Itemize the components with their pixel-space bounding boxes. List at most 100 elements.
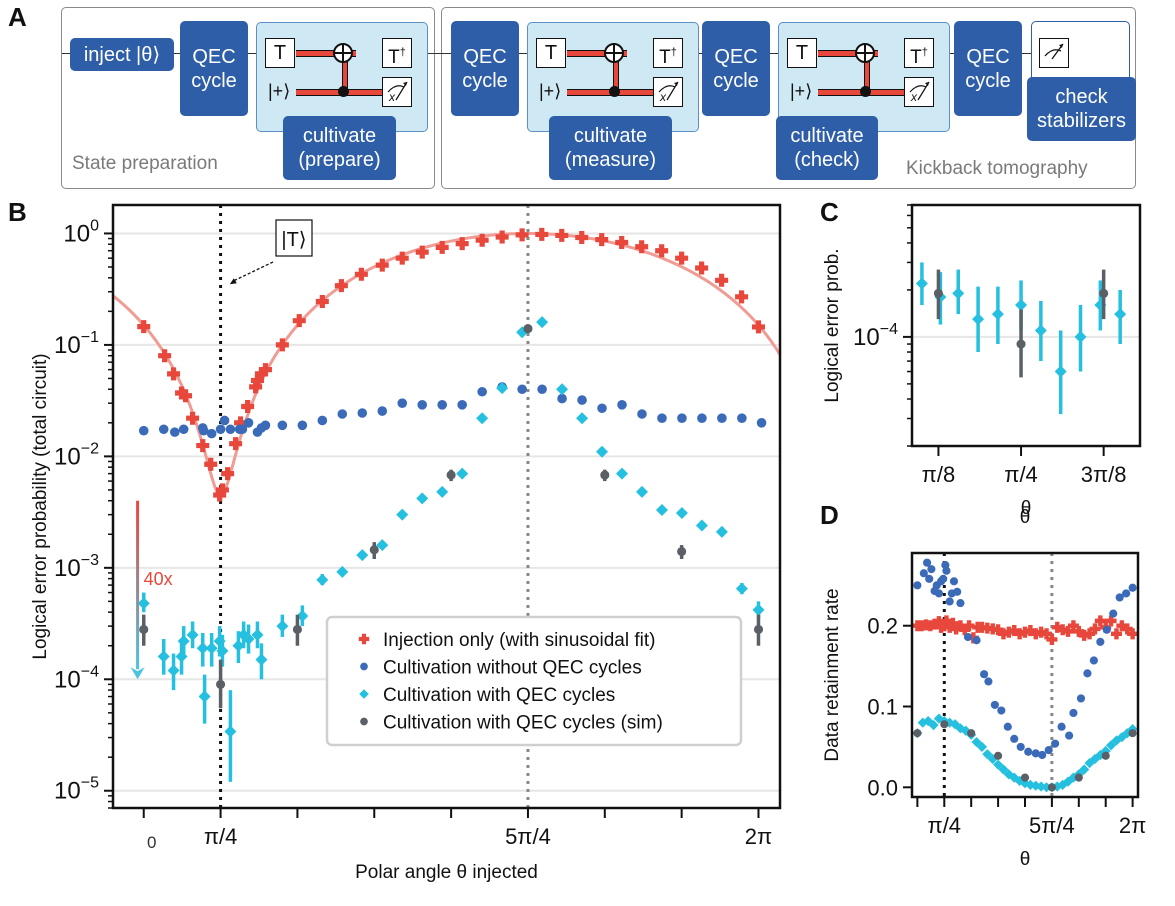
plot-area [912, 262, 1140, 415]
highlighted-wire [296, 50, 356, 57]
circle-marker [457, 400, 467, 410]
plus-marker [933, 616, 945, 628]
diamond-marker [376, 539, 389, 552]
panel-label-c: C [820, 197, 839, 227]
circle-marker [677, 413, 687, 423]
plus-marker [250, 373, 264, 387]
circle-marker [446, 470, 456, 480]
cnot-control-icon [609, 86, 620, 97]
plus-marker [158, 349, 172, 363]
diamond-marker [336, 565, 349, 578]
circle-marker [277, 420, 288, 431]
circle-marker [1020, 773, 1030, 782]
cnot-target-icon [855, 43, 875, 63]
cnot-control-icon [338, 86, 349, 97]
diamond-marker [137, 597, 150, 610]
series-cultivation-with-qec-cycles-sim- [139, 324, 764, 709]
plus-marker [675, 251, 689, 265]
y-tick-label: 10−3 [54, 552, 99, 582]
x-measure-icon: x [653, 77, 683, 107]
diamond-marker [296, 609, 309, 622]
plus-marker [1110, 628, 1123, 640]
plus-marker [575, 230, 589, 244]
panel-label-d: D [820, 500, 839, 530]
plus-marker [241, 400, 255, 414]
diamond-marker [1015, 299, 1028, 312]
diamond-marker [1074, 330, 1087, 343]
circle-marker [557, 393, 567, 404]
inject-block: inject |θ⟩ [70, 38, 174, 71]
chart-c: 10−4 π/8 π/4 3π/8 θ Logical error prob. [822, 203, 1142, 519]
diamond-marker [476, 412, 489, 425]
circle-marker [139, 624, 149, 634]
circle-marker [216, 679, 226, 689]
annotation-box [275, 219, 313, 257]
diamond-marker [396, 508, 409, 521]
x-axis-label: Polar angle θ injected [355, 862, 538, 883]
plus-marker [455, 237, 469, 251]
circle-marker [1089, 656, 1098, 665]
circle-marker [1102, 625, 1111, 634]
circle-marker [967, 729, 976, 738]
circle-marker [219, 415, 230, 426]
plus-marker [1073, 625, 1085, 637]
plus-marker [137, 320, 151, 334]
circle-marker [940, 720, 949, 729]
diamond-marker [992, 759, 1004, 770]
circle-marker [949, 577, 959, 586]
diamond-marker [456, 467, 469, 480]
circle-marker [477, 386, 487, 397]
plus-marker [555, 228, 569, 242]
diamond-marker [915, 277, 928, 290]
plus-marker [1040, 628, 1053, 640]
t-dagger-label: T† [659, 47, 677, 69]
plus-marker [944, 621, 956, 633]
ket-plus: |+⟩ [539, 81, 562, 101]
cnot-control-icon [860, 86, 871, 97]
qec-cycle-block: QEC cycle [451, 21, 519, 116]
check-stabilizers-block: check stabilizers [1027, 77, 1136, 141]
diamond-marker [436, 485, 449, 498]
y-tick-label: 10−2 [54, 440, 99, 470]
plus-marker [1046, 633, 1058, 645]
svg-text:x: x [659, 90, 667, 104]
circle-marker [1031, 749, 1040, 758]
plus-marker [254, 367, 268, 381]
circle-marker [297, 420, 308, 431]
chart-d: 0.0 0.1 0.2 π/4 5π/4 2π θ Data retainment rate θ [822, 507, 1146, 870]
qec-line1: QEC [714, 45, 758, 68]
plus-marker [179, 389, 193, 403]
x-tick-label: 0 [147, 833, 156, 852]
qec-line2: cycle [462, 69, 508, 92]
y-tick-label: 0.0 [867, 775, 898, 800]
plus-marker [275, 338, 289, 352]
x-tick-label: 3π/8 [1081, 462, 1127, 487]
cnot-wire [342, 53, 348, 93]
plot-frame [910, 203, 1142, 448]
plot-frame [111, 203, 782, 810]
plus-marker [334, 279, 348, 293]
diamond-marker [1003, 769, 1014, 780]
diamond-marker [232, 639, 245, 652]
x-measure-icon: x [382, 77, 412, 107]
series-cultivation-with-qec-cycles-sim- [933, 269, 1109, 378]
diamond-marker [971, 736, 982, 748]
state-preparation-label: State preparation [72, 153, 218, 174]
plus-marker [655, 244, 669, 258]
circle-marker [1074, 773, 1083, 782]
x-tick-label: 5π/4 [505, 824, 551, 849]
diamond-marker [175, 650, 188, 663]
diamond-marker [316, 573, 329, 586]
plus-marker [1062, 625, 1074, 637]
y-tick-label: 100 [63, 217, 99, 247]
ket-plus: |+⟩ [268, 81, 291, 101]
circle-marker [1038, 750, 1047, 760]
series-cultivation-with-qec-cycles [915, 262, 1127, 415]
diamond-marker [675, 507, 688, 520]
circle-marker [317, 415, 328, 426]
plus-marker [495, 230, 509, 244]
diamond-marker [276, 620, 289, 633]
diamond-marker [216, 644, 229, 657]
y-axis-label: Data retainment rate [822, 588, 843, 761]
